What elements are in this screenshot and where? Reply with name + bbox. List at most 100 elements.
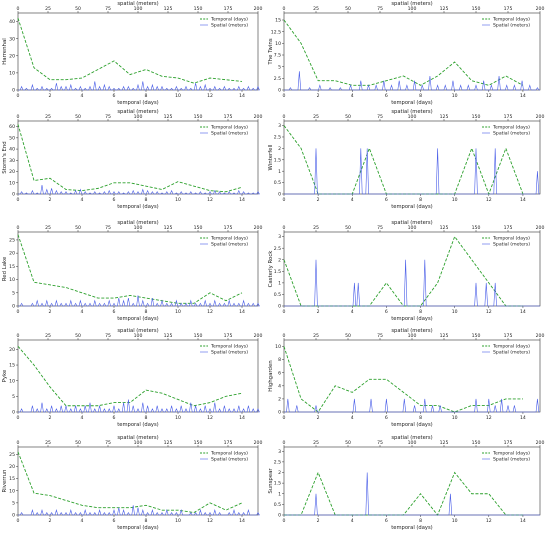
x2-tick-label: 100 [408, 225, 417, 231]
x2-tick-label: 50 [75, 440, 81, 446]
y-tick-label: 12.5 [271, 29, 281, 35]
x-tick-label: 14 [239, 518, 245, 524]
x2-tick-label: 25 [313, 225, 319, 231]
legend: Temporal (days)Spatial (meters) [482, 451, 530, 463]
x2-tick-label: 100 [134, 440, 143, 446]
x2-tick-label: 100 [408, 114, 417, 120]
spatial-series-line [284, 148, 540, 195]
x2-tick-label: 50 [345, 6, 351, 12]
x2-tick-label: 150 [194, 114, 203, 120]
legend: Temporal (days)Spatial (meters) [482, 125, 530, 137]
temporal-series-line [283, 125, 524, 196]
x-tick-label: 12 [486, 518, 492, 524]
x-tick-label: 2 [317, 415, 320, 421]
x2-tick-label: 125 [164, 6, 173, 12]
y-tick-label: 3 [278, 234, 281, 240]
x2-tick-label: 0 [17, 225, 20, 231]
y-tick-label: 0.5 [274, 180, 281, 186]
x2-tick-label: 150 [472, 333, 481, 339]
y-tick-label: 6 [278, 370, 281, 376]
temporal-series-line [284, 471, 523, 516]
x2-tick-label: 175 [224, 440, 233, 446]
x-tick-label: 0 [17, 197, 20, 203]
x-tick-label: 12 [486, 93, 492, 99]
legend-label: Temporal (days) [492, 451, 530, 457]
x2-tick-label: 0 [283, 6, 286, 12]
legend: Temporal (days)Spatial (meters) [200, 236, 248, 248]
x-tick-label: 8 [145, 93, 148, 99]
x-axis-label: temporal (days) [391, 525, 432, 531]
x2-tick-label: 150 [472, 440, 481, 446]
legend-label: Spatial (meters) [493, 457, 530, 463]
x2-tick-label: 75 [105, 440, 111, 446]
y-tick-label: 2 [278, 146, 281, 152]
x2-tick-label: 75 [105, 6, 111, 12]
x-tick-label: 12 [207, 197, 213, 203]
x2-tick-label: 0 [283, 333, 286, 339]
x2-tick-label: 50 [75, 225, 81, 231]
x-tick-label: 0 [17, 415, 20, 421]
x2-tick-label: 25 [45, 440, 51, 446]
legend-label: Spatial (meters) [211, 457, 248, 463]
legend-label: Temporal (days) [210, 344, 248, 350]
temporal-series-line [283, 346, 523, 413]
x-tick-label: 2 [317, 197, 320, 203]
x-tick-label: 2 [49, 309, 52, 315]
x2-tick-label: 150 [472, 6, 481, 12]
x2-tick-label: 100 [134, 114, 143, 120]
x2-tick-label: 25 [313, 6, 319, 12]
temporal-series-line [17, 451, 243, 514]
y-tick-label: 3 [278, 123, 281, 129]
x-tick-label: 2 [317, 518, 320, 524]
y-tick-label: 1 [278, 280, 281, 286]
x2-tick-label: 150 [472, 225, 481, 231]
y-axis-label: Sunspear [268, 468, 274, 494]
legend-label: Temporal (days) [210, 236, 248, 242]
x2-tick-label: 125 [440, 114, 449, 120]
x2-tick-label: 175 [224, 333, 233, 339]
x2-tick-label: 125 [440, 440, 449, 446]
x-tick-label: 12 [207, 93, 213, 99]
x2-tick-label: 75 [105, 225, 111, 231]
y-tick-label: 2 [278, 257, 281, 263]
x-tick-label: 10 [452, 93, 458, 99]
legend-label: Temporal (days) [210, 125, 248, 131]
legend-label: Temporal (days) [492, 236, 530, 242]
x2-tick-label: 200 [536, 114, 545, 120]
x2-axis-label: spatial (meters) [117, 435, 158, 441]
y-tick-label: 1 [278, 491, 281, 497]
y-tick-label: 0 [278, 410, 281, 416]
legend-label: Temporal (days) [492, 344, 530, 350]
x-tick-label: 4 [81, 309, 84, 315]
x2-tick-label: 50 [345, 225, 351, 231]
y-tick-label: 25 [9, 452, 15, 458]
y-tick-label: 20 [9, 169, 15, 175]
x-tick-label: 6 [113, 309, 116, 315]
y-tick-label: 0 [12, 192, 15, 198]
x-tick-label: 10 [452, 309, 458, 315]
y-tick-label: 4 [278, 383, 281, 389]
x-tick-label: 8 [145, 518, 148, 524]
x2-tick-label: 0 [283, 114, 286, 120]
y-tick-label: 50 [9, 135, 15, 141]
x-tick-label: 10 [452, 415, 458, 421]
y-tick-label: 40 [9, 147, 15, 153]
x2-tick-label: 175 [504, 333, 513, 339]
x2-tick-label: 125 [164, 333, 173, 339]
legend: Temporal (days)Spatial (meters) [200, 451, 248, 463]
x-tick-label: 6 [113, 197, 116, 203]
y-axis-label: Highgarden [268, 360, 274, 391]
x-tick-label: 2 [317, 93, 320, 99]
y-axis-label: The Twins [268, 38, 274, 65]
x2-tick-label: 0 [283, 440, 286, 446]
spatial-series-line [18, 81, 260, 91]
y-tick-label: 1.5 [274, 481, 281, 487]
x2-tick-label: 25 [313, 333, 319, 339]
x-tick-label: 8 [419, 309, 422, 315]
x-tick-label: 2 [317, 309, 320, 315]
spatial-series-line [18, 505, 260, 516]
x2-axis-label: spatial (meters) [117, 328, 158, 334]
x-tick-label: 12 [207, 415, 213, 421]
